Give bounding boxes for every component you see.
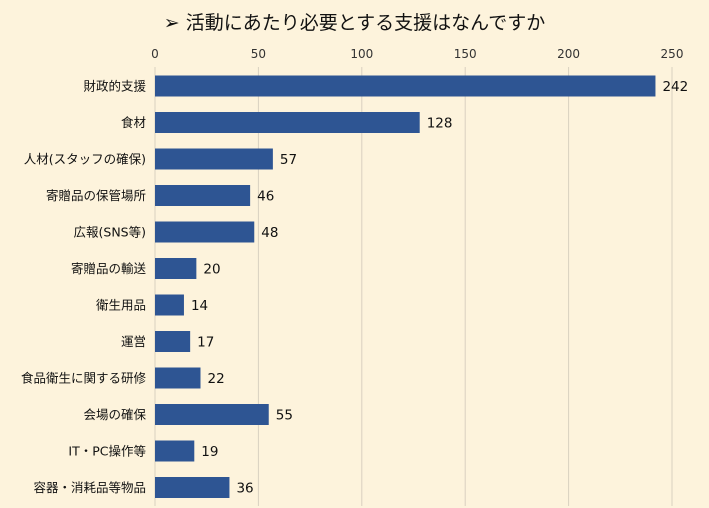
category-label: 食品衛生に関する研修 [21,371,147,386]
x-tick-label: 200 [557,47,580,61]
bar [155,331,191,352]
bar [155,477,230,498]
x-tick-label: 100 [350,47,373,61]
data-label: 17 [197,335,214,351]
category-label: 会場の確保 [83,407,146,422]
bar [155,258,197,279]
bar [155,367,201,389]
bar [155,75,656,97]
category-label: 衛生用品 [96,298,146,313]
category-label: 運営 [121,334,146,349]
category-label: 容器・消耗品等物品 [33,480,146,495]
data-label: 14 [191,298,208,314]
data-label: 19 [201,444,218,460]
category-label: IT・PC操作等 [68,444,146,459]
bar [155,185,251,206]
category-label: 財政的支援 [83,79,146,94]
category-label: 寄贈品の輸送 [71,261,147,276]
category-label: 広報(SNS等) [74,225,146,240]
data-label: 128 [427,116,453,132]
x-tick-label: 0 [151,47,159,61]
x-tick-label: 150 [454,47,477,61]
data-label: 20 [203,262,220,278]
bar [155,404,269,425]
bar [155,221,255,243]
bar [155,294,184,316]
data-label: 46 [257,189,274,205]
x-axis-ticks: 0 50 100 150 200 250 [151,47,683,61]
bar [155,440,195,462]
bar [155,148,273,170]
x-tick-label: 250 [661,47,684,61]
chart-title: ➢ 活動にあたり必要とする支援はなんですか [163,12,546,34]
x-tick-label: 50 [251,47,266,61]
data-label: 22 [207,371,224,387]
category-label: 人材(スタッフの確保) [24,152,146,167]
data-label: 242 [662,79,688,95]
data-label: 57 [280,152,297,168]
data-label: 36 [236,481,253,497]
grid-layer [154,67,673,506]
data-label: 55 [276,408,293,424]
data-label: 48 [261,225,278,241]
category-label: 食材 [121,115,146,130]
category-label: 寄贈品の保管場所 [46,188,146,203]
data-labels: 242 128 57 46 48 20 14 17 22 55 19 36 [191,79,688,497]
bars [155,75,656,498]
bar [155,112,420,133]
